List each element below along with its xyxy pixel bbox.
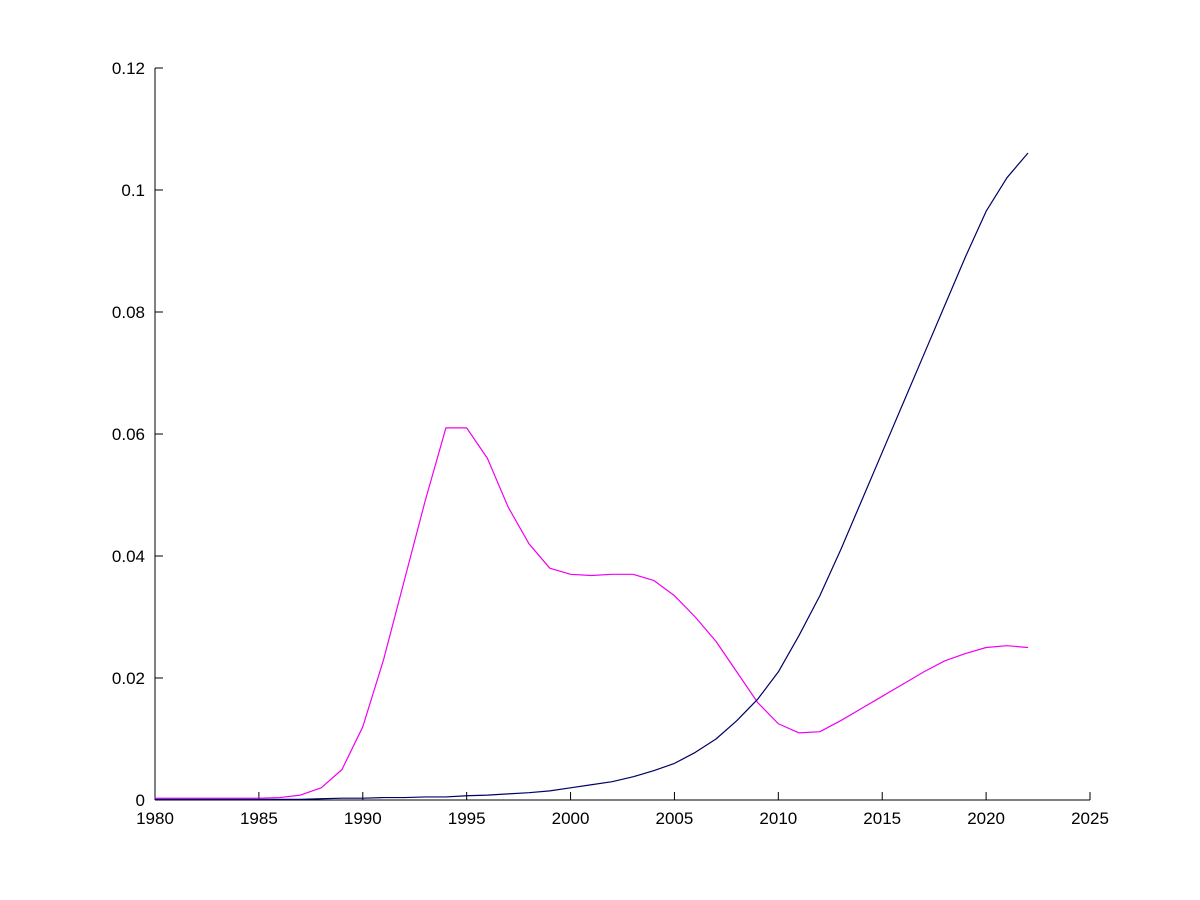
y-tick-label: 0.02	[112, 669, 145, 688]
dark-blue-series-line	[154, 152, 1029, 800]
y-tick-label: 0	[136, 791, 145, 810]
x-tick-label: 1990	[344, 809, 382, 828]
x-tick-label: 2020	[967, 809, 1005, 828]
y-tick-label: 0.1	[121, 181, 145, 200]
x-tick-label: 2015	[863, 809, 901, 828]
x-tick-label: 2000	[552, 809, 590, 828]
x-tick-label: 1995	[448, 809, 486, 828]
y-tick-label: 0.04	[112, 547, 145, 566]
y-tick-label: 0.08	[112, 303, 145, 322]
x-tick-label: 2025	[1071, 809, 1109, 828]
y-tick-label: 0.12	[112, 59, 145, 78]
x-tick-label: 1980	[136, 809, 174, 828]
x-tick-label: 2010	[759, 809, 797, 828]
y-tick-label: 0.06	[112, 425, 145, 444]
magenta-series-line	[154, 427, 1029, 799]
x-tick-label: 1985	[240, 809, 278, 828]
x-tick-label: 2005	[656, 809, 694, 828]
